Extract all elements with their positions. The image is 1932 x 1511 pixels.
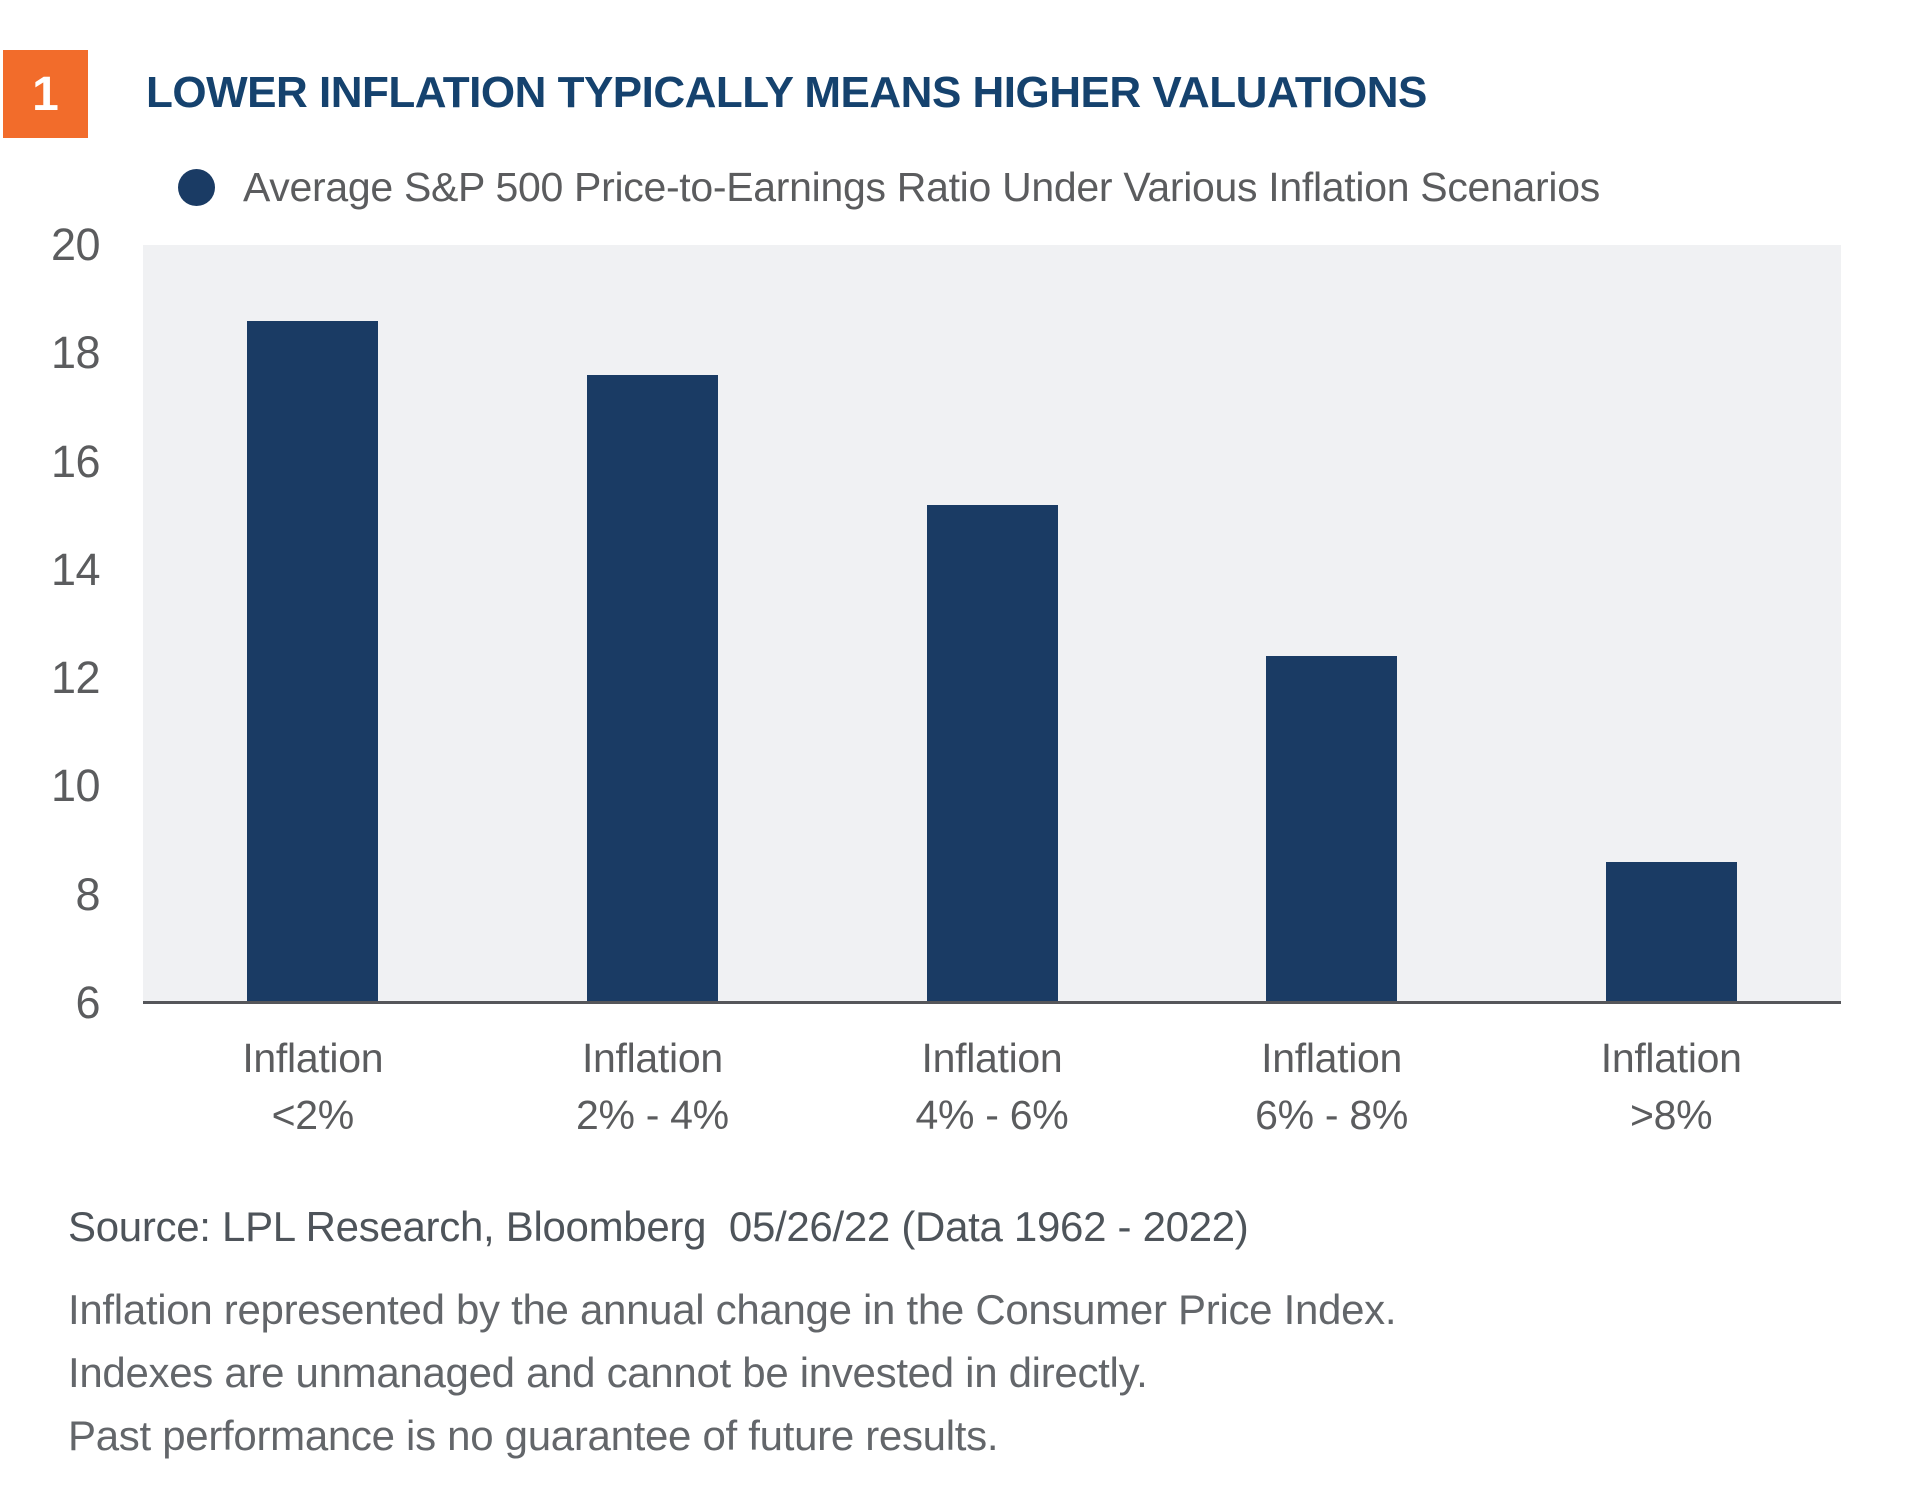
legend-bullet-icon xyxy=(178,168,215,206)
x-axis-category-label: Inflation 4% - 6% xyxy=(915,1035,1069,1138)
source-line: Source: LPL Research, Bloomberg 05/26/22… xyxy=(68,1203,1249,1250)
footnote-line: Indexes are unmanaged and cannot be inve… xyxy=(68,1349,1148,1396)
x-axis-category-label: Inflation 6% - 8% xyxy=(1255,1035,1409,1138)
y-axis-tick-label: 8 xyxy=(75,868,100,920)
figure-number: 1 xyxy=(32,67,59,121)
y-axis-tick-label: 16 xyxy=(50,435,101,487)
x-axis-line xyxy=(143,1001,1841,1004)
y-axis-tick-label: 10 xyxy=(50,760,101,812)
bar-1 xyxy=(247,320,379,1003)
footnotes-block: Inflation represented by the annual chan… xyxy=(68,1278,1397,1467)
y-axis-tick-label: 6 xyxy=(75,977,100,1028)
bar-3 xyxy=(926,504,1058,1003)
x-axis-category-label: Inflation <2% xyxy=(242,1035,384,1138)
y-axis-tick-label: 18 xyxy=(50,327,101,379)
bar-4 xyxy=(1266,656,1398,1003)
y-axis-tick-label: 12 xyxy=(50,652,101,704)
footnote-line: Inflation represented by the annual chan… xyxy=(68,1286,1397,1333)
footnote-line: Past performance is no guarantee of futu… xyxy=(68,1412,999,1459)
y-axis-tick-label: 20 xyxy=(50,219,101,270)
x-axis-category-label: Inflation 2% - 4% xyxy=(575,1035,729,1138)
x-axis-category-label: Inflation >8% xyxy=(1600,1035,1742,1138)
chart-title: LOWER INFLATION TYPICALLY MEANS HIGHER V… xyxy=(146,68,1427,117)
figure-number-badge: 1 xyxy=(3,50,88,138)
chart-legend: Average S&P 500 Price-to-Earnings Ratio … xyxy=(178,164,1600,210)
legend-label: Average S&P 500 Price-to-Earnings Ratio … xyxy=(243,163,1600,210)
bar-2 xyxy=(586,374,718,1003)
y-axis-tick-label: 14 xyxy=(50,543,101,595)
bar-5 xyxy=(1605,862,1737,1003)
